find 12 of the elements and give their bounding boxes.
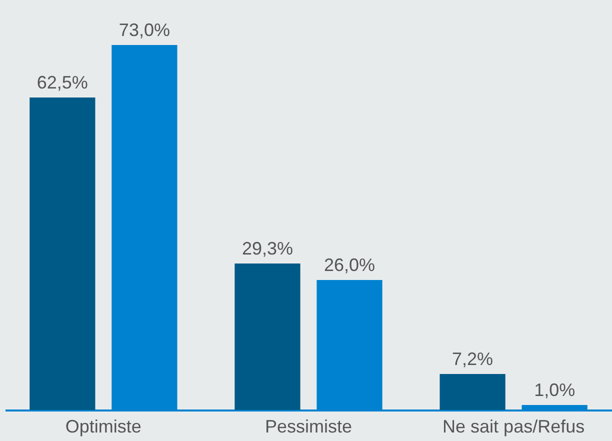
data-label: 7,2% (452, 349, 494, 369)
data-label: 26,0% (324, 255, 376, 275)
x-tick-label: Pessimiste (264, 416, 352, 436)
x-tick-label: Ne sait pas/Refus (442, 416, 585, 436)
data-label: 29,3% (242, 238, 294, 258)
data-label: 62,5% (36, 72, 88, 92)
data-label: 73,0% (118, 20, 170, 40)
x-tick-label: Optimiste (65, 416, 142, 436)
bar (440, 374, 506, 410)
bar (30, 98, 96, 410)
data-label: 1,0% (534, 380, 576, 400)
bar (234, 264, 300, 410)
